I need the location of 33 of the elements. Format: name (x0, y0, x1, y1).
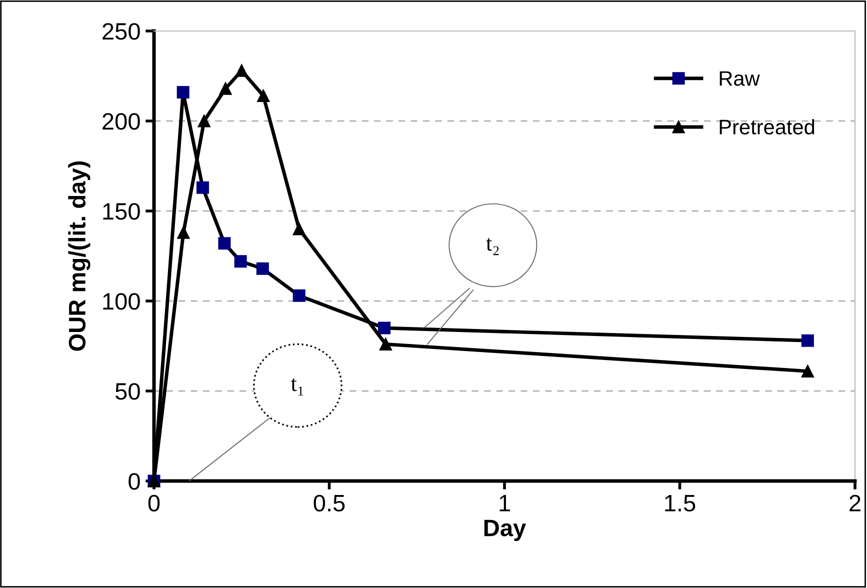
x-tick-label: 0.5 (314, 494, 345, 512)
x-tick-label: 1 (500, 495, 510, 512)
y-tick-label: 250 (102, 23, 140, 40)
annotation: t₁ (290, 378, 304, 396)
legend-label: Raw (720, 71, 760, 86)
point (292, 222, 306, 236)
point (198, 114, 210, 128)
point (378, 322, 391, 334)
y-tick-label: 100 (103, 293, 140, 310)
x-tick-label: 1.5 (665, 495, 696, 512)
point (235, 64, 248, 77)
point (801, 334, 814, 347)
annotation: t₂ (486, 238, 499, 256)
point (256, 262, 269, 275)
legend-label: Pretreated (720, 119, 814, 134)
point (292, 289, 306, 302)
point (176, 86, 190, 98)
x-axis-title: Day (484, 520, 526, 541)
point (257, 90, 270, 102)
point (801, 364, 814, 378)
point (177, 226, 190, 239)
y-tick-label: 200 (102, 113, 140, 130)
point (379, 338, 392, 350)
x-tick-label: 2 (850, 494, 860, 512)
y-tick-label: 150 (103, 203, 140, 220)
x-tick-label: 0 (148, 494, 160, 512)
point (196, 181, 209, 194)
y-axis-title: OUR mg/(lit. day) (68, 161, 90, 351)
y-tick-label: 50 (115, 383, 140, 400)
point (219, 82, 232, 95)
point (234, 255, 247, 268)
point (218, 237, 231, 250)
y-tick-label: 0 (128, 473, 140, 490)
